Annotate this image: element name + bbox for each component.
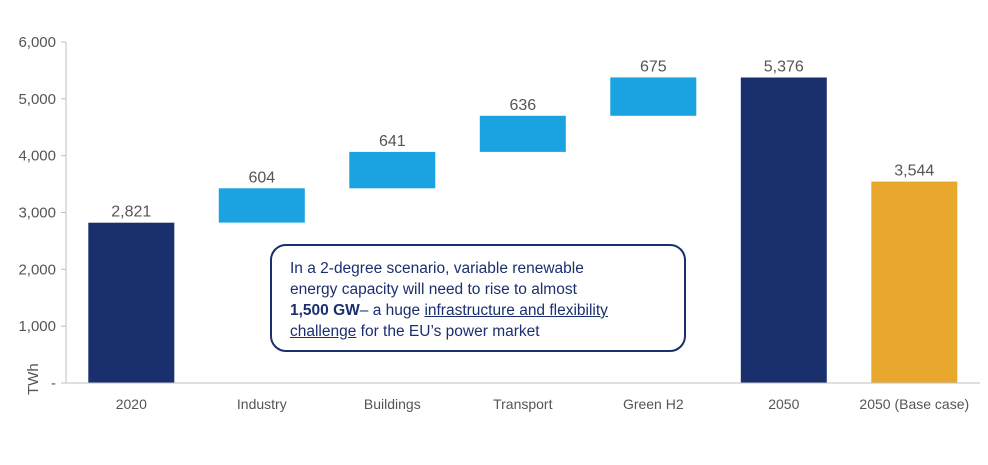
callout-box: In a 2-degree scenario, variable renewab… xyxy=(270,244,686,352)
bar-buildings xyxy=(349,151,436,189)
y-tick-label: - xyxy=(51,375,56,392)
bar-2050-base-case xyxy=(871,181,958,383)
y-tick-label: 1,000 xyxy=(18,318,56,335)
y-tick-label: 3,000 xyxy=(18,205,56,222)
callout-dash-text: – a huge xyxy=(359,302,425,319)
x-tick-label: 2050 (Base case) xyxy=(859,396,969,412)
callout-line-4: challenge for the EU’s power market xyxy=(290,321,668,342)
x-tick-label: Buildings xyxy=(364,396,421,412)
callout-line-1: In a 2-degree scenario, variable renewab… xyxy=(290,260,584,277)
x-tick-label: 2020 xyxy=(116,396,147,412)
x-axis: 2020 Industry Buildings Transport Green H2 20… xyxy=(66,382,980,412)
y-axis-title: TWh xyxy=(25,363,42,395)
data-label: 3,544 xyxy=(894,163,934,180)
x-tick-label: 2050 xyxy=(768,396,799,412)
y-axis: - 1,000 2,000 3,000 4,000 5,000 6,000 xyxy=(18,34,67,392)
bar-green-h2 xyxy=(610,77,697,116)
callout-underlined-text-1: infrastructure and flexibility xyxy=(424,302,608,319)
bar-industry xyxy=(218,188,305,223)
data-label: 604 xyxy=(248,169,275,186)
callout-underlined-text-2: challenge xyxy=(290,323,357,340)
y-tick-label: 6,000 xyxy=(18,34,56,51)
bar-2050 xyxy=(740,77,827,383)
data-label: 2,821 xyxy=(111,204,151,221)
bar-transport xyxy=(479,115,566,152)
data-label: 5,376 xyxy=(764,59,804,76)
y-tick-label: 4,000 xyxy=(18,148,56,165)
data-label: 636 xyxy=(509,97,536,114)
x-tick-label: Industry xyxy=(237,396,287,412)
y-tick-label: 2,000 xyxy=(18,261,56,278)
callout-line-3: 1,500 GW– a huge infrastructure and flex… xyxy=(290,300,668,321)
callout-end-text: for the EU’s power market xyxy=(356,323,540,340)
y-tick-label: 5,000 xyxy=(18,91,56,108)
x-tick-label: Green H2 xyxy=(623,396,684,412)
data-label: 641 xyxy=(379,133,406,150)
x-tick-label: Transport xyxy=(493,396,553,412)
bar-2020 xyxy=(88,222,175,383)
bars-group: 2,821 604 641 636 675 5,376 3,544 xyxy=(88,58,958,383)
callout-bold-value: 1,500 GW xyxy=(290,302,360,319)
callout-line-2: energy capacity will need to rise to alm… xyxy=(290,281,577,298)
data-label: 675 xyxy=(640,58,667,75)
